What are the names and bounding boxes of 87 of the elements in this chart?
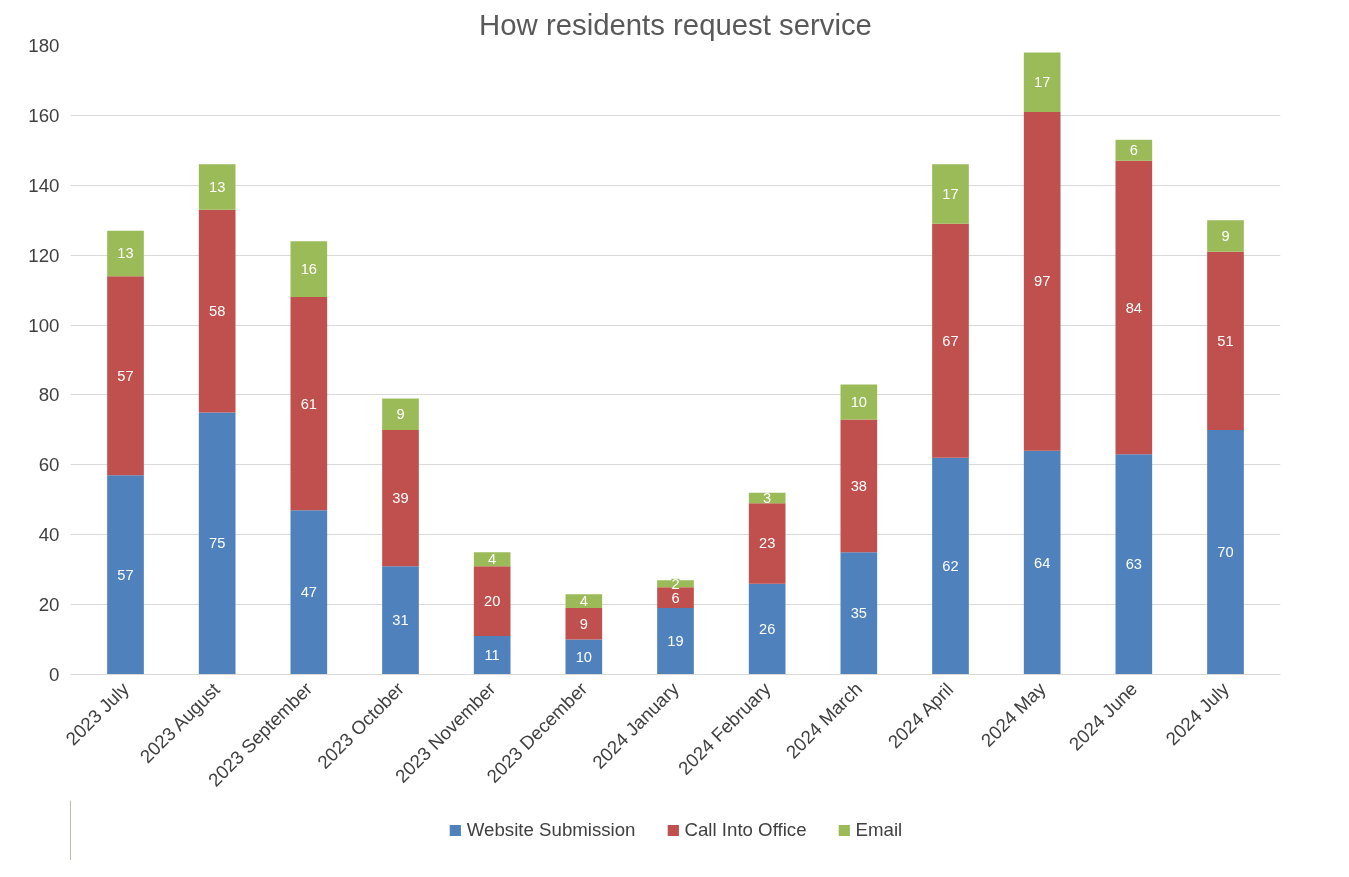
data-label: 38 xyxy=(850,477,867,494)
y-tick-label: 180 xyxy=(28,35,60,56)
bar xyxy=(840,384,878,420)
bar xyxy=(290,510,328,675)
data-label: 62 xyxy=(942,558,959,575)
bar xyxy=(107,475,144,675)
bar xyxy=(1207,220,1244,252)
bar xyxy=(1207,429,1244,675)
data-label: 97 xyxy=(1034,273,1051,290)
bar xyxy=(932,164,969,224)
data-label: 10 xyxy=(575,649,592,666)
bar xyxy=(1023,111,1061,451)
bar xyxy=(290,241,328,298)
y-tick-label: 120 xyxy=(28,244,60,266)
bar xyxy=(1023,450,1061,675)
bar xyxy=(1207,251,1244,430)
data-label: 31 xyxy=(392,612,409,629)
bar xyxy=(198,209,236,413)
bar xyxy=(382,429,419,567)
data-label: 75 xyxy=(209,535,226,552)
data-label: 58 xyxy=(209,303,226,320)
data-label: 3 xyxy=(763,490,772,507)
bar xyxy=(107,230,144,277)
bar xyxy=(565,608,603,640)
bar xyxy=(382,566,419,675)
data-label: 57 xyxy=(117,367,134,384)
y-tick-label: 20 xyxy=(38,594,60,616)
data-label: 2 xyxy=(671,575,680,592)
data-label: 23 xyxy=(759,535,776,552)
bar xyxy=(473,566,511,637)
y-tick-label: 60 xyxy=(38,454,60,476)
data-label: 9 xyxy=(396,406,405,423)
bar xyxy=(473,636,511,675)
bar xyxy=(198,164,236,210)
data-label: 35 xyxy=(850,605,867,622)
bar xyxy=(840,552,878,675)
data-label: 6 xyxy=(671,589,680,606)
data-label: 67 xyxy=(942,332,959,349)
y-tick-label: 40 xyxy=(38,524,60,546)
data-label: 17 xyxy=(1034,74,1051,91)
data-label: 20 xyxy=(484,593,501,610)
y-tick-label: 100 xyxy=(28,314,60,336)
data-label: 47 xyxy=(300,584,317,601)
data-label: 16 xyxy=(300,261,317,278)
data-label: 84 xyxy=(1125,299,1142,316)
bar xyxy=(198,412,236,675)
bar xyxy=(840,419,878,553)
data-label: 19 xyxy=(667,633,684,650)
data-label: 10 xyxy=(850,393,867,410)
bar xyxy=(107,276,144,476)
data-label: 57 xyxy=(117,566,134,583)
bar xyxy=(932,223,969,458)
bar xyxy=(1115,139,1153,161)
data-label: 9 xyxy=(579,615,588,632)
bar xyxy=(748,503,786,584)
bar xyxy=(748,583,786,675)
bar xyxy=(657,587,694,609)
bar xyxy=(290,297,328,511)
legend-label: Call Into Office xyxy=(684,819,807,841)
data-label: 17 xyxy=(942,186,959,203)
data-label: 61 xyxy=(300,395,317,412)
data-label: 11 xyxy=(484,647,500,664)
bar xyxy=(382,398,419,430)
data-label: 64 xyxy=(1034,554,1051,571)
legend-label: Email xyxy=(855,819,903,841)
data-label: 63 xyxy=(1125,556,1142,573)
data-label: 70 xyxy=(1217,544,1234,561)
y-tick-label: 140 xyxy=(28,174,60,196)
data-label: 4 xyxy=(579,593,588,610)
data-label: 13 xyxy=(117,245,134,262)
bar xyxy=(657,608,694,675)
bar xyxy=(1115,160,1153,455)
data-label: 9 xyxy=(1221,227,1230,244)
bar xyxy=(1115,454,1153,675)
y-tick-label: 160 xyxy=(28,104,60,126)
bar xyxy=(1023,52,1061,112)
data-label: 39 xyxy=(392,490,409,507)
bar xyxy=(932,457,969,675)
y-tick-label: 0 xyxy=(49,664,60,685)
data-label: 13 xyxy=(209,179,226,196)
y-tick-label: 80 xyxy=(38,384,60,406)
data-label: 6 xyxy=(1129,142,1138,159)
data-label: 4 xyxy=(488,551,497,568)
data-label: 26 xyxy=(759,621,776,638)
data-label: 51 xyxy=(1217,332,1234,349)
chart-title: How residents request service xyxy=(479,7,872,41)
legend-label: Website Submission xyxy=(466,819,636,841)
